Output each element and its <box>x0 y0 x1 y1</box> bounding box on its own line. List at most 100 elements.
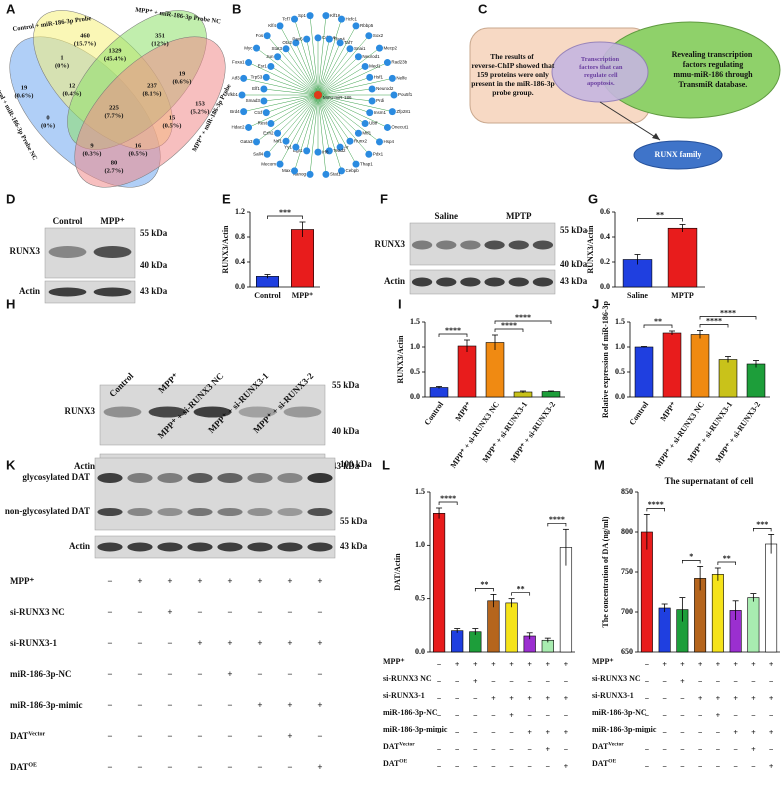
network-node <box>352 22 360 30</box>
condition-sign: − <box>437 677 442 686</box>
bar <box>429 387 449 398</box>
condition-sign: + <box>527 694 532 703</box>
condition-sign: − <box>509 745 514 754</box>
network-node-label: Atf3 <box>232 76 241 81</box>
blot-band <box>411 277 433 287</box>
condition-sign: − <box>491 745 496 754</box>
significance-label: ** <box>656 210 664 219</box>
blot-band <box>187 542 213 552</box>
condition-sign: − <box>167 638 172 648</box>
blot-band <box>217 473 243 483</box>
significance-label: **** <box>445 326 461 335</box>
condition-label: DAT <box>592 759 609 768</box>
network-node <box>337 167 345 175</box>
condition-sign: + <box>455 660 460 669</box>
blot-band <box>508 277 529 287</box>
network-edge <box>317 94 341 148</box>
network-edge <box>270 66 319 96</box>
blot-band <box>460 277 481 287</box>
network-edge <box>266 77 319 96</box>
significance-bracket <box>682 560 701 564</box>
condition-sign: − <box>769 711 774 720</box>
blot-marker: 55 kDa <box>560 225 588 235</box>
significance-label: **** <box>720 308 736 317</box>
condition-sign: − <box>662 711 667 720</box>
panel-label: L <box>382 457 390 472</box>
condition-sign: − <box>257 762 262 772</box>
network-node-label: Insm1 <box>374 110 387 115</box>
condition-sign: − <box>645 660 650 669</box>
venn-percent: (2.7%) <box>105 167 124 174</box>
significance-label: **** <box>549 515 565 524</box>
network-node-label: Hsf1 <box>374 75 384 80</box>
y-axis-label: The concentration of DA (ng/ml) <box>601 516 610 627</box>
network-node-label: Irf8 <box>322 149 329 154</box>
condition-sign: + <box>769 762 774 771</box>
blot-band <box>508 240 529 250</box>
network-node <box>240 74 248 82</box>
blot-band <box>48 246 87 258</box>
condition-sign: − <box>197 607 202 617</box>
network-node-label: Hsp4 <box>383 139 394 144</box>
condition-label: DAT <box>383 759 400 768</box>
network-edge <box>279 94 319 165</box>
condition-sign: + <box>564 728 569 737</box>
condition-sign: + <box>317 700 322 710</box>
bar <box>667 227 698 288</box>
network-node <box>238 91 246 99</box>
blot-band <box>411 240 433 250</box>
flow-bottom: RUNX family <box>655 150 702 159</box>
network-node <box>365 150 373 158</box>
condition-label: MPP⁺ <box>10 576 34 586</box>
network-node <box>282 45 290 53</box>
network-node <box>260 85 268 93</box>
network-node-label: Smad3 <box>246 98 261 103</box>
network-node-label: Hdac2 <box>232 125 246 130</box>
condition-sign: − <box>527 677 532 686</box>
y-axis-label: DAT/Actin <box>393 553 402 591</box>
blot-marker: 55 kDa <box>332 380 360 390</box>
network-node-label: Med1 <box>369 64 381 69</box>
chart-title: The supernatant of cell <box>665 476 754 486</box>
network-edge <box>317 66 366 96</box>
network-edge <box>248 62 319 96</box>
blot-band <box>436 277 457 287</box>
venn-count: 1329 <box>109 47 123 54</box>
y-tick-label: 0.4 <box>235 257 245 266</box>
condition-sign: − <box>257 607 262 617</box>
blot-marker: 40 kDa <box>560 259 588 269</box>
condition-label: DAT <box>10 762 28 772</box>
condition-sign: + <box>527 660 532 669</box>
y-tick-label: 0.0 <box>410 392 420 401</box>
network-edge <box>306 94 319 151</box>
network-edge <box>317 94 357 165</box>
panel-label: A <box>6 1 16 16</box>
network-node <box>267 120 275 128</box>
y-tick-label: 0.0 <box>615 392 625 401</box>
condition-sign: − <box>455 677 460 686</box>
network-edge <box>309 15 319 96</box>
network-node <box>361 120 369 128</box>
condition-sign: − <box>716 728 721 737</box>
y-axis-label: Relative expression of miR-186-3p <box>601 300 610 418</box>
blot-lane-label: Control <box>53 216 83 226</box>
condition-sign: − <box>751 762 756 771</box>
condition-sign: − <box>437 694 442 703</box>
condition-sign: − <box>680 711 685 720</box>
network-node-label: Sall4 <box>253 151 264 156</box>
panel-label: E <box>222 191 231 206</box>
network-edge <box>266 94 319 155</box>
network-node-label: Klf16 <box>330 13 341 18</box>
blot-row-label: RUNX3 <box>375 239 406 249</box>
condition-sign: − <box>137 700 142 710</box>
network-node-label: Nfkb1 <box>226 92 238 97</box>
network-node <box>292 143 300 151</box>
network-node <box>337 15 345 23</box>
network-node-label: Sox2 <box>373 33 384 38</box>
condition-sign: − <box>455 728 460 737</box>
network-edge <box>295 42 319 96</box>
condition-sign: + <box>227 669 232 679</box>
blot-band <box>148 406 187 418</box>
network-edge <box>317 94 327 175</box>
